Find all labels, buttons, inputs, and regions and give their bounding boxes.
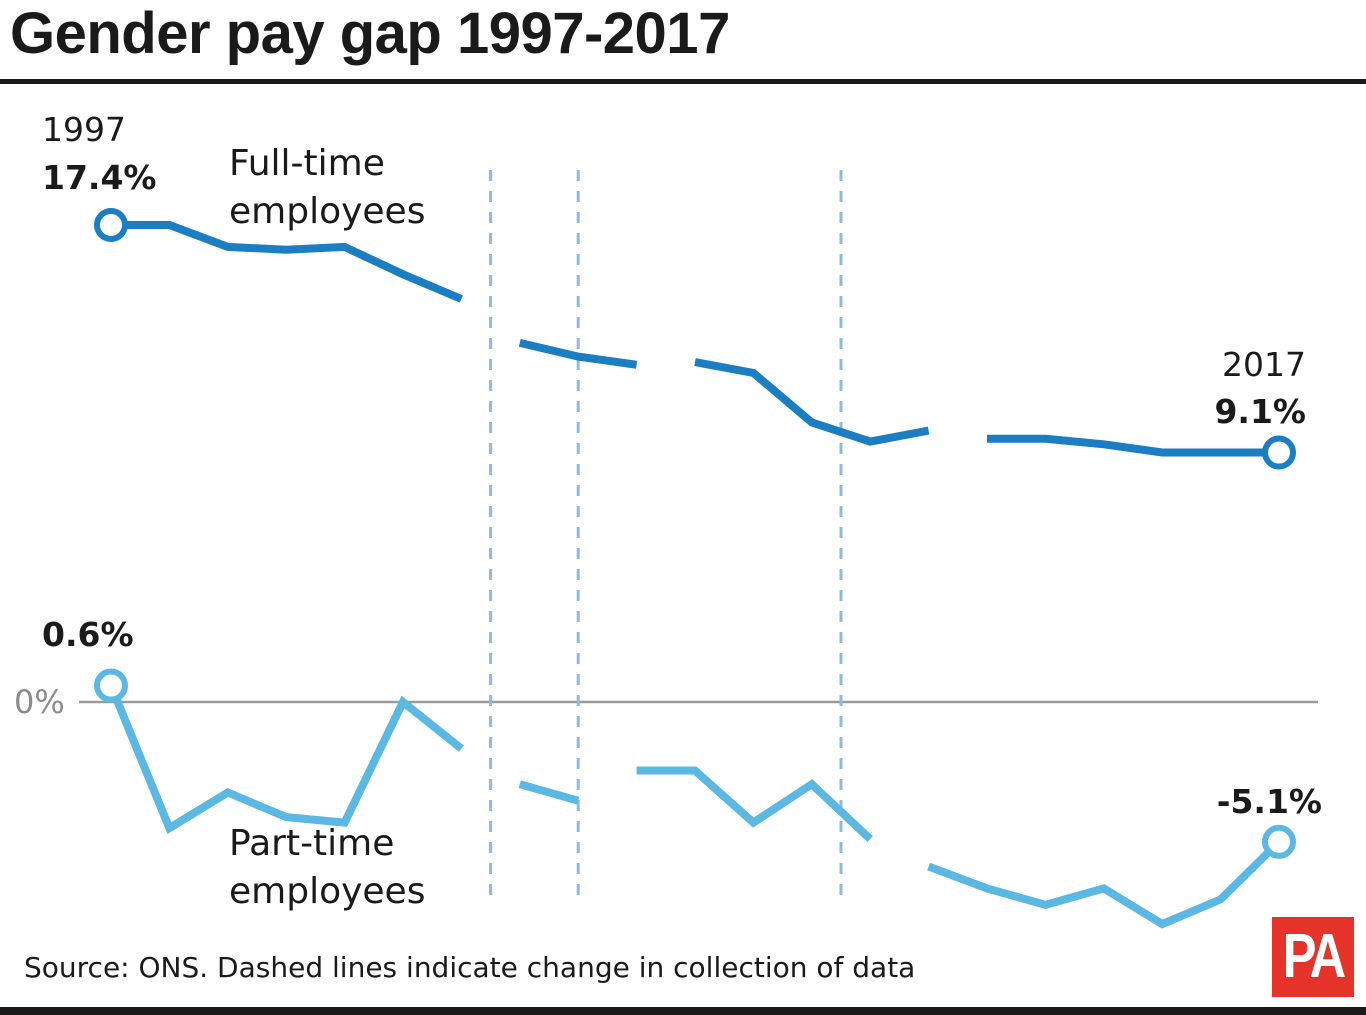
series-full-time-segment-2	[518, 339, 638, 369]
pa-logo-text: PA	[1282, 922, 1347, 991]
end-markers	[94, 208, 1296, 859]
title-divider	[0, 79, 1366, 84]
full-time-series-label-line-2: employees	[229, 191, 425, 232]
chart-title: Gender pay gap 1997-2017	[10, 1, 730, 66]
part-time-end-marker	[1262, 824, 1296, 859]
data-break-lines	[489, 170, 843, 902]
series-part-time-segment-3	[636, 766, 873, 843]
series-part-time-segment-2	[518, 780, 580, 805]
zero-label: 0%	[14, 683, 65, 721]
series-full-time-segment-4	[987, 434, 1279, 457]
series-full-time-segment-3	[694, 358, 930, 446]
full-time-start-year: 1997	[42, 110, 126, 149]
footer-divider	[0, 1007, 1366, 1015]
source-note: Source: ONS. Dashed lines indicate chang…	[24, 951, 916, 984]
part-time-series-label-line-1: Part-time	[229, 823, 394, 864]
series-part-time-segment-4	[927, 838, 1282, 929]
part-time-end-value: -5.1%	[1217, 782, 1322, 821]
series-part-time-segment-1	[107, 684, 464, 834]
chart-annotations: 1997 17.4% 2017 9.1% 0.6% -5.1% Full-time emplo…	[42, 110, 1322, 912]
part-time-start-value: 0.6%	[42, 615, 134, 654]
part-time-series-label-line-2: employees	[229, 871, 425, 912]
chart-plot: 0% 1997 17.4% 2017 9.1% 0.6% -5.1% Full-time em…	[14, 110, 1322, 929]
series-full-time-segment-1	[111, 221, 463, 303]
full-time-end-year: 2017	[1222, 345, 1306, 384]
part-time-start-marker	[94, 668, 128, 703]
full-time-start-marker	[94, 208, 128, 242]
zero-axis-group: 0%	[14, 683, 1318, 721]
full-time-end-value: 9.1%	[1214, 392, 1306, 431]
full-time-end-marker	[1262, 435, 1296, 470]
full-time-series-label-line-1: Full-time	[229, 143, 385, 184]
series-lines	[107, 221, 1282, 929]
pa-logo: PA	[1272, 917, 1354, 997]
full-time-start-value: 17.4%	[42, 158, 157, 197]
